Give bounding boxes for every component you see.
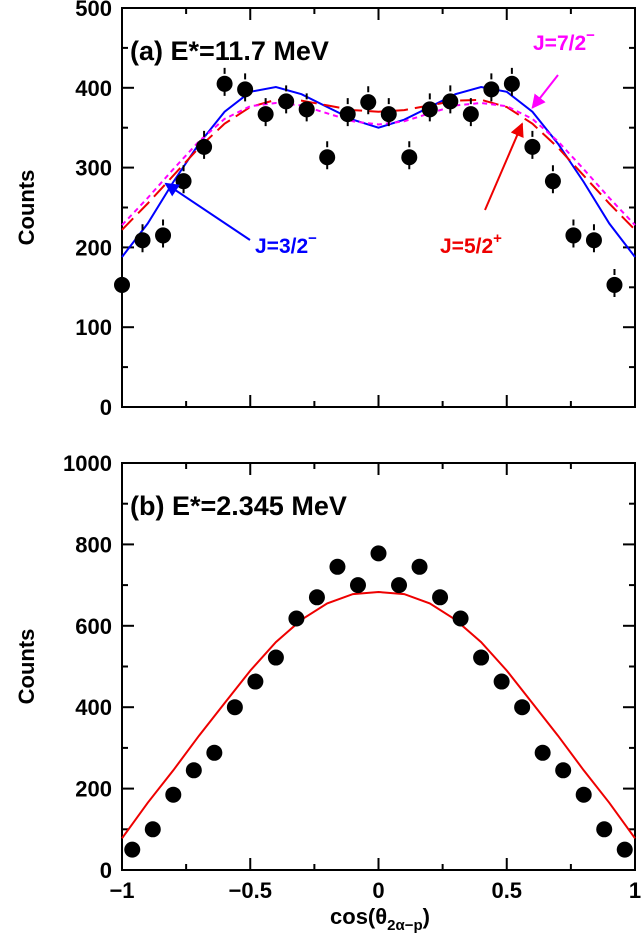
panel-a-y-tick-label: 100 <box>75 315 112 340</box>
panel-b-data-point <box>432 589 449 606</box>
panel-a-data-point <box>339 106 356 123</box>
panel-b-y-tick-label: 1000 <box>63 451 112 476</box>
panel-a-annotation-superscript: − <box>586 27 595 44</box>
panel-b-data-point <box>370 545 387 562</box>
panel-b-data-point <box>308 589 325 606</box>
panel-b-data-point <box>329 558 346 575</box>
panel-b-y-axis-label: Counts <box>14 629 39 705</box>
panel-a-data-point <box>114 276 130 293</box>
panel-a: 0 100 200 300 400 500 Counts (a) E*=11.7 MeV J=3… <box>14 0 636 420</box>
panel-a-series-line-3 <box>121 101 636 226</box>
panel-b-y-tick-label: 200 <box>75 777 112 802</box>
panel-b-data-point <box>165 786 182 803</box>
panel-b-data-point <box>452 610 469 627</box>
panel-b-data-point <box>555 762 572 779</box>
panel-a-data-point <box>360 94 377 111</box>
panel-b-data-point <box>226 699 243 716</box>
panel-b-series-line-1 <box>121 590 636 839</box>
panel-a-data-point <box>565 227 582 244</box>
panel-a-data-point <box>196 138 213 155</box>
panel-a-data-point <box>216 75 233 92</box>
panel-a-data-point <box>421 101 438 118</box>
panel-a-y-tick-label: 200 <box>75 235 112 260</box>
x-axis-label: cos(θ2α−p) <box>330 904 430 934</box>
panel-b-data-point <box>349 577 366 594</box>
panel-b-data-point <box>124 841 141 858</box>
panel-b-data-point <box>514 699 531 716</box>
panel-b-data-point <box>411 558 428 575</box>
panel-a-annotation-text: J=3/2 <box>255 235 308 258</box>
panel-b-x-tick-label: −0.5 <box>229 878 272 903</box>
panel-b-data-point <box>575 786 592 803</box>
panel-a-panel-label: (a) E*=11.7 MeV <box>130 36 329 66</box>
panel-b-data-point <box>144 821 161 838</box>
panel-b-data-point <box>473 649 490 666</box>
panel-a-data-point <box>380 106 397 123</box>
panel-a-data-point <box>544 173 561 190</box>
panel-b-y-tick-label: 600 <box>75 614 112 639</box>
panel-a-annotation-text: J=7/2 <box>533 32 586 55</box>
panel-a-y-tick-label: 300 <box>75 156 112 181</box>
panel-b-data-point <box>596 821 613 838</box>
panel-a-data-point <box>278 93 295 110</box>
panel-a-data-point <box>483 81 500 98</box>
panel-a-data-point <box>462 106 479 123</box>
panel-b-data-point <box>391 577 408 594</box>
panel-b-x-tick-label: 0 <box>372 878 384 903</box>
panel-b-y-tick-label: 400 <box>75 695 112 720</box>
x-axis-label-subscript: 2α−p <box>387 917 423 934</box>
panel-b-x-tick-label: −1 <box>109 878 134 903</box>
panel-a-annotation-arrow <box>484 122 524 211</box>
panel-a-annotation-superscript: + <box>493 230 502 247</box>
panel-a-annotation-superscript: − <box>308 230 317 247</box>
panel-a-y-tick-label: 400 <box>75 76 112 101</box>
panel-a-data-point <box>585 232 602 249</box>
panel-a-annotation-label: J=5/2+ <box>440 230 502 258</box>
panel-a-data-point <box>524 138 541 155</box>
panel-b-x-tick-label: 1 <box>629 878 641 903</box>
panel-a-data-point <box>298 101 315 118</box>
panel-a-data-point <box>134 232 151 249</box>
panel-b-panel-label: (b) E*=2.345 MeV <box>130 491 347 521</box>
panel-a-y-axis-label: Counts <box>14 170 39 246</box>
panel-b-x-tick-label: 0.5 <box>491 878 522 903</box>
panel-b: −1 −0.5 0 0.5 1 0 200 400 600 800 1000 Counts (b) E*… <box>14 451 641 903</box>
panel-b-data-point <box>616 841 633 858</box>
panel-a-y-tick-label: 500 <box>75 0 112 21</box>
panel-a-data-point <box>155 227 172 244</box>
panel-b-data-point <box>493 673 510 690</box>
panel-a-data-point <box>503 75 520 92</box>
panel-b-data-point <box>185 762 202 779</box>
panel-b-data-point <box>534 744 551 761</box>
panel-a-data-point <box>175 173 192 190</box>
x-axis-label-close: ) <box>423 904 430 929</box>
panel-a-data-point <box>319 149 336 166</box>
panel-a-data-point <box>442 93 459 110</box>
panel-a-data-point <box>237 81 254 98</box>
x-axis-label-main: cos(θ <box>330 904 387 929</box>
panel-b-y-tick-label: 800 <box>75 532 112 557</box>
panel-a-y-tick-label: 0 <box>100 395 112 420</box>
panel-a-data-point <box>606 276 623 293</box>
panel-b-data-point <box>247 673 264 690</box>
panel-a-series-line-2 <box>121 98 636 231</box>
panel-a-annotation-label: J=3/2− <box>255 230 317 258</box>
panel-b-y-tick-label: 0 <box>100 858 112 883</box>
panel-a-frame <box>121 7 636 408</box>
panel-b-data-point <box>288 610 305 627</box>
panel-a-annotation-arrow <box>531 74 559 109</box>
panel-b-frame <box>121 462 636 871</box>
panel-b-data-point <box>206 744 223 761</box>
panel-a-annotation-text: J=5/2 <box>440 235 493 258</box>
panel-a-data-point <box>401 149 418 166</box>
panel-b-data-point <box>267 649 284 666</box>
panel-a-data-point <box>257 106 274 123</box>
panel-a-annotation-label: J=7/2− <box>533 27 595 55</box>
panel-a-annotation-arrow <box>164 182 251 241</box>
